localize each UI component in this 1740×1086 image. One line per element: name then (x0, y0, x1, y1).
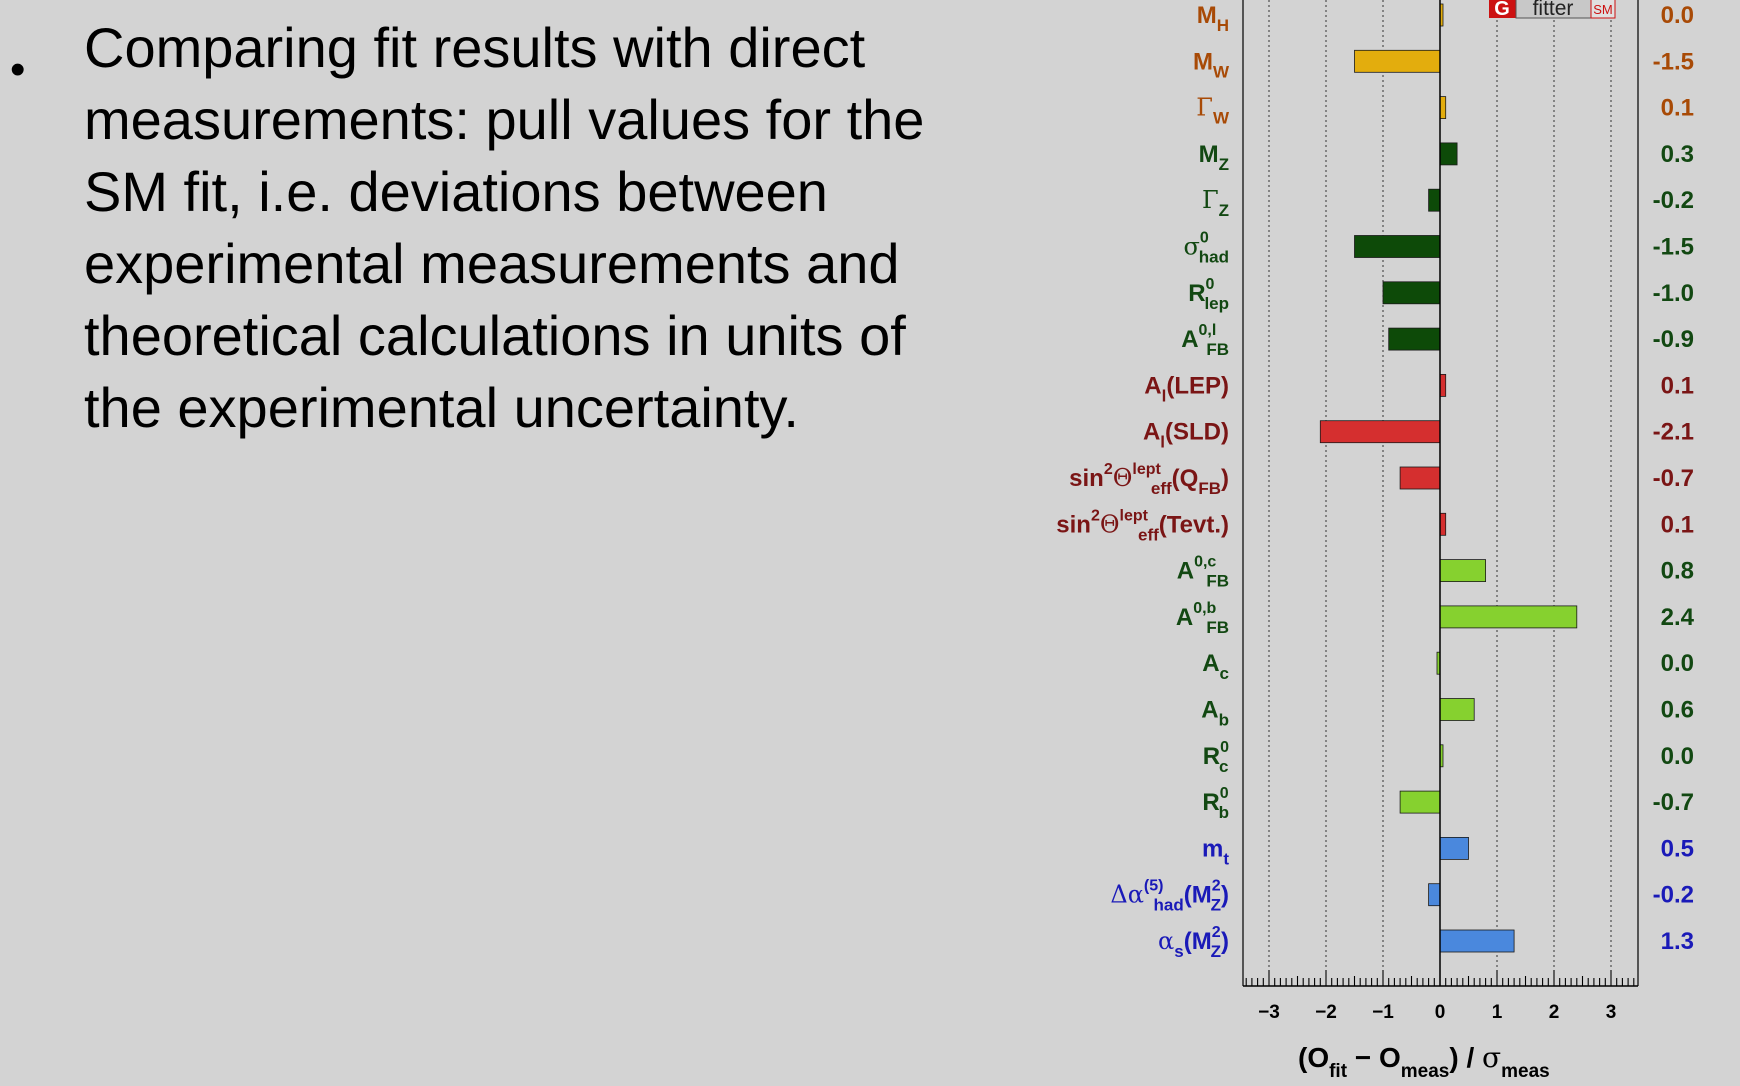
value-label: 0.1 (1661, 95, 1694, 122)
category-label: R0 lep (1188, 276, 1229, 313)
gridlines (1268, 0, 1612, 986)
value-label: -0.2 (1653, 187, 1694, 214)
category-label: A0,b FB (1176, 600, 1229, 637)
bar (1388, 327, 1441, 351)
value-label: 0.8 (1661, 558, 1694, 585)
value-label: 0.5 (1661, 835, 1694, 862)
bullet-marker: • (10, 45, 26, 94)
bars (1319, 3, 1578, 953)
value-label: 0.1 (1661, 372, 1694, 399)
category-label: A0,c FB (1177, 554, 1229, 591)
value-label: 0.0 (1661, 650, 1694, 677)
bar (1439, 929, 1515, 953)
value-label: 0.6 (1661, 697, 1694, 724)
category-label: Ac (1202, 650, 1229, 683)
logo-g: G (1494, 0, 1510, 20)
bar (1439, 142, 1458, 166)
bar (1439, 559, 1486, 582)
value-label: -0.7 (1653, 465, 1694, 492)
category-label: MH (1197, 2, 1229, 35)
bar (1428, 188, 1441, 212)
x-axis-title: (Ofit − Omeas) / σmeas (1298, 1041, 1550, 1082)
value-label: -1.5 (1653, 48, 1694, 75)
x-axis-ticks (1245, 970, 1635, 986)
tick-label: 2 (1549, 1002, 1560, 1023)
tick-label: −1 (1372, 1002, 1394, 1023)
bar (1382, 281, 1441, 305)
tick-label: −2 (1315, 1002, 1337, 1023)
bar (1439, 605, 1578, 629)
category-label: Al(SLD) (1143, 419, 1229, 452)
value-label: 0.1 (1661, 511, 1694, 538)
bar (1399, 790, 1441, 814)
bar (1354, 49, 1441, 73)
value-label: -1.0 (1653, 280, 1694, 307)
logo-sm: SM (1593, 2, 1613, 17)
value-label: -0.9 (1653, 326, 1694, 353)
bar (1439, 96, 1447, 119)
category-label: R0 c (1203, 739, 1229, 776)
category-label: σ0 had (1183, 230, 1229, 267)
bar (1428, 883, 1441, 907)
category-label: mt (1202, 835, 1229, 868)
category-label: ΓW (1196, 94, 1230, 128)
tick-label: 1 (1492, 1002, 1503, 1023)
category-label: MZ (1199, 141, 1229, 174)
category-label: Δα(5) had(M2 Z) (1110, 878, 1229, 915)
bar (1439, 837, 1469, 860)
value-label: 1.3 (1661, 928, 1694, 955)
bullet-text: Comparing fit results with direct measur… (84, 16, 925, 439)
bar (1319, 420, 1441, 444)
value-label: 2.4 (1661, 604, 1695, 631)
bar (1439, 698, 1475, 721)
bar (1439, 373, 1447, 397)
gfitter-logo: G fitter SM (1489, 0, 1616, 20)
category-labels: MH MW ΓW MZ ΓZ σ0 had R0 lep A0,l FB Al(LEP) Al(SLD)… (1056, 2, 1230, 961)
category-label: MW (1193, 48, 1230, 81)
tick-label: 3 (1606, 1002, 1617, 1023)
value-label: -2.1 (1653, 419, 1694, 446)
category-label: R0 b (1202, 785, 1229, 822)
tick-label: 0 (1435, 1002, 1446, 1023)
x-axis-title-text: (Ofit − Omeas) / σmeas (1298, 1041, 1550, 1082)
value-label: 0.0 (1661, 743, 1694, 770)
tick-label: −3 (1258, 1002, 1280, 1023)
value-labels: 0.0 -1.5 0.1 0.3 -0.2 -1.5 -1.0 -0.9 0.1 -2.1 -0.7… (1653, 2, 1695, 955)
value-label: -0.2 (1653, 882, 1694, 909)
category-label: ΓZ (1202, 186, 1229, 220)
value-label: -0.7 (1653, 789, 1694, 816)
category-label: A0,l FB (1181, 322, 1229, 359)
category-label: Ab (1201, 697, 1229, 730)
bar (1399, 466, 1441, 490)
category-label: sin2Θlept eff(Tevt.) (1056, 507, 1229, 544)
logo-fitter: fitter (1533, 0, 1574, 20)
value-label: 0.0 (1661, 2, 1694, 29)
category-label: Al(LEP) (1144, 372, 1229, 405)
x-axis-tick-labels: −3 −2 −1 0 1 2 3 (1258, 1002, 1616, 1023)
logo-sm-box (1590, 0, 1616, 19)
bar (1439, 512, 1447, 536)
value-label: 0.3 (1661, 141, 1694, 168)
category-label: αs(M2 Z) (1158, 924, 1229, 961)
category-label: sin2Θlept eff(QFB) (1069, 461, 1229, 498)
bar (1354, 235, 1441, 258)
logo-g-box (1489, 0, 1516, 18)
value-label: -1.5 (1653, 234, 1694, 261)
